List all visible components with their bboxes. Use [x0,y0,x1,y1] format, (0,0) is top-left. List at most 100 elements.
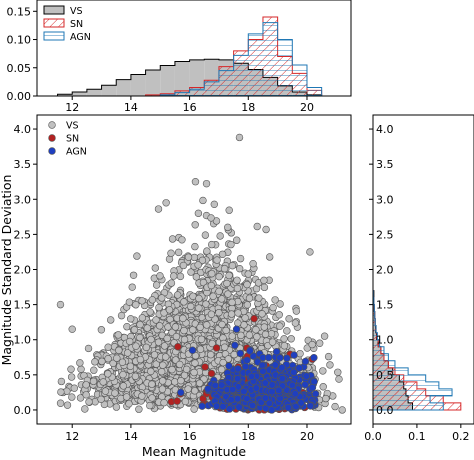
scatter-point-vs [84,344,93,353]
scatter-point-vs [81,405,89,413]
scatter-point-vs [233,276,241,284]
scatter-point-agn [310,353,318,362]
scatter-point-vs [136,333,144,342]
scatter-point-vs [224,290,232,298]
scatter-point-vs [136,355,145,364]
scatter-point-vs [82,391,90,399]
scatter-point-vs [172,332,181,341]
scatter-point-vs [228,298,236,307]
scatter-point-vs [225,206,233,214]
scatter-point-sn [207,369,216,378]
scatter-point-agn [292,402,300,411]
top-bar-agn [248,33,263,96]
scatter-point-vs [148,296,157,304]
scatter-point-vs [146,401,154,410]
right-bar-agn [373,381,439,389]
scatter-y-tick-label: 1.0 [14,334,32,347]
right-y-tick-label: 2.0 [376,264,394,277]
scatter-point-vs [202,179,211,188]
scatter-x-tick-label: 12 [65,430,79,443]
scatter-point-vs [215,287,223,296]
scatter-point-agn [264,353,273,362]
top-bar-vs [101,85,117,96]
scatter-point-vs [157,368,166,376]
right-bar-agn [373,311,375,319]
right-bar-agn [373,395,431,403]
scatter-point-vs [176,272,185,281]
top-bar-agn [233,55,249,96]
scatter-point-vs [85,398,93,406]
scatter-point-vs [268,338,277,346]
scatter-point-agn [301,380,309,389]
scatter-point-sn [173,397,181,405]
scatter-point-agn [247,372,256,381]
scatter-point-agn [261,379,269,387]
scatter-point-vs [147,367,155,376]
scatter-point-vs [160,309,168,317]
scatter-point-agn [290,368,298,377]
scatter-point-vs [186,302,195,311]
right-bar-agn [373,360,395,368]
scatter-point-vs [165,306,174,314]
scatter-point-sn [199,394,207,403]
scatter-y-tick-label: 4.0 [14,123,32,136]
top-y-tick-label: 0.05 [7,62,32,75]
scatter-point-vs [114,331,122,339]
scatter-point-vs [104,354,112,363]
scatter-point-vs [276,322,284,330]
scatter-point-vs [217,365,226,374]
scatter-point-vs [178,236,186,244]
scatter-point-vs [338,406,346,414]
scatter-point-vs [138,314,147,322]
scatter-point-vs [163,334,171,343]
scatter-point-agn [219,402,227,411]
scatter-x-tick-label: 16 [183,430,197,443]
right-y-tick-label: 0.5 [376,369,394,382]
scatter-point-agn [236,349,245,358]
scatter-point-vs [233,236,241,244]
scatter-point-vs [68,325,76,333]
scatter-point-vs [207,310,216,318]
scatter-point-vs [260,323,269,331]
scatter-point-vs [131,372,140,381]
scatter-point-vs [191,387,199,395]
scatter-point-vs [220,343,229,351]
scatter-point-vs [191,221,199,229]
scatter-x-tick-label: 14 [124,430,138,443]
top-bar-vs [130,74,146,96]
top-bar-agn [174,92,190,96]
scatter-point-vs [180,326,188,335]
scatter-ticks: 12 14 16 18 20 0.0 0.5 1.0 1.5 2.0 2.5 3.0 3.5 4.0 [14,123,314,443]
legend-label-sn: SN [66,134,79,145]
right-y-tick-label: 0.0 [376,404,394,417]
scatter-x-tick-label: 18 [241,430,255,443]
scatter-point-vs [160,342,169,350]
right-x-tick-label: 0.1 [408,430,426,443]
scatter-point-vs [320,332,329,340]
right-y-tick-label: 2.5 [376,228,394,241]
scatter-point-agn [301,357,310,366]
scatter-point-vs [235,133,244,142]
scatter-point-vs [335,375,343,383]
scatter-point-vs [167,249,175,257]
right-y-tick-label: 4.0 [376,123,394,136]
scatter-point-vs [119,382,128,390]
top-legend-swatch-vs [43,5,65,15]
scatter-point-vs [255,294,263,302]
scatter-point-vs [244,270,252,278]
scatter-point-vs [262,225,270,234]
scatter-point-agn [225,362,233,370]
scatter-point-agn [227,395,235,404]
scatter-point-agn [198,402,206,410]
scatter-point-vs [319,367,327,375]
scatter-point-vs [219,358,227,367]
right-bar-agn [373,325,377,333]
top-y-tick-label: 0.10 [7,34,32,47]
scatter-point-agn [235,403,243,411]
scatter-point-vs [207,281,216,290]
right-bar-agn [373,332,378,340]
scatter-point-vs [296,349,304,358]
scatter-point-vs [132,342,140,350]
scatter-point-vs [70,384,79,392]
